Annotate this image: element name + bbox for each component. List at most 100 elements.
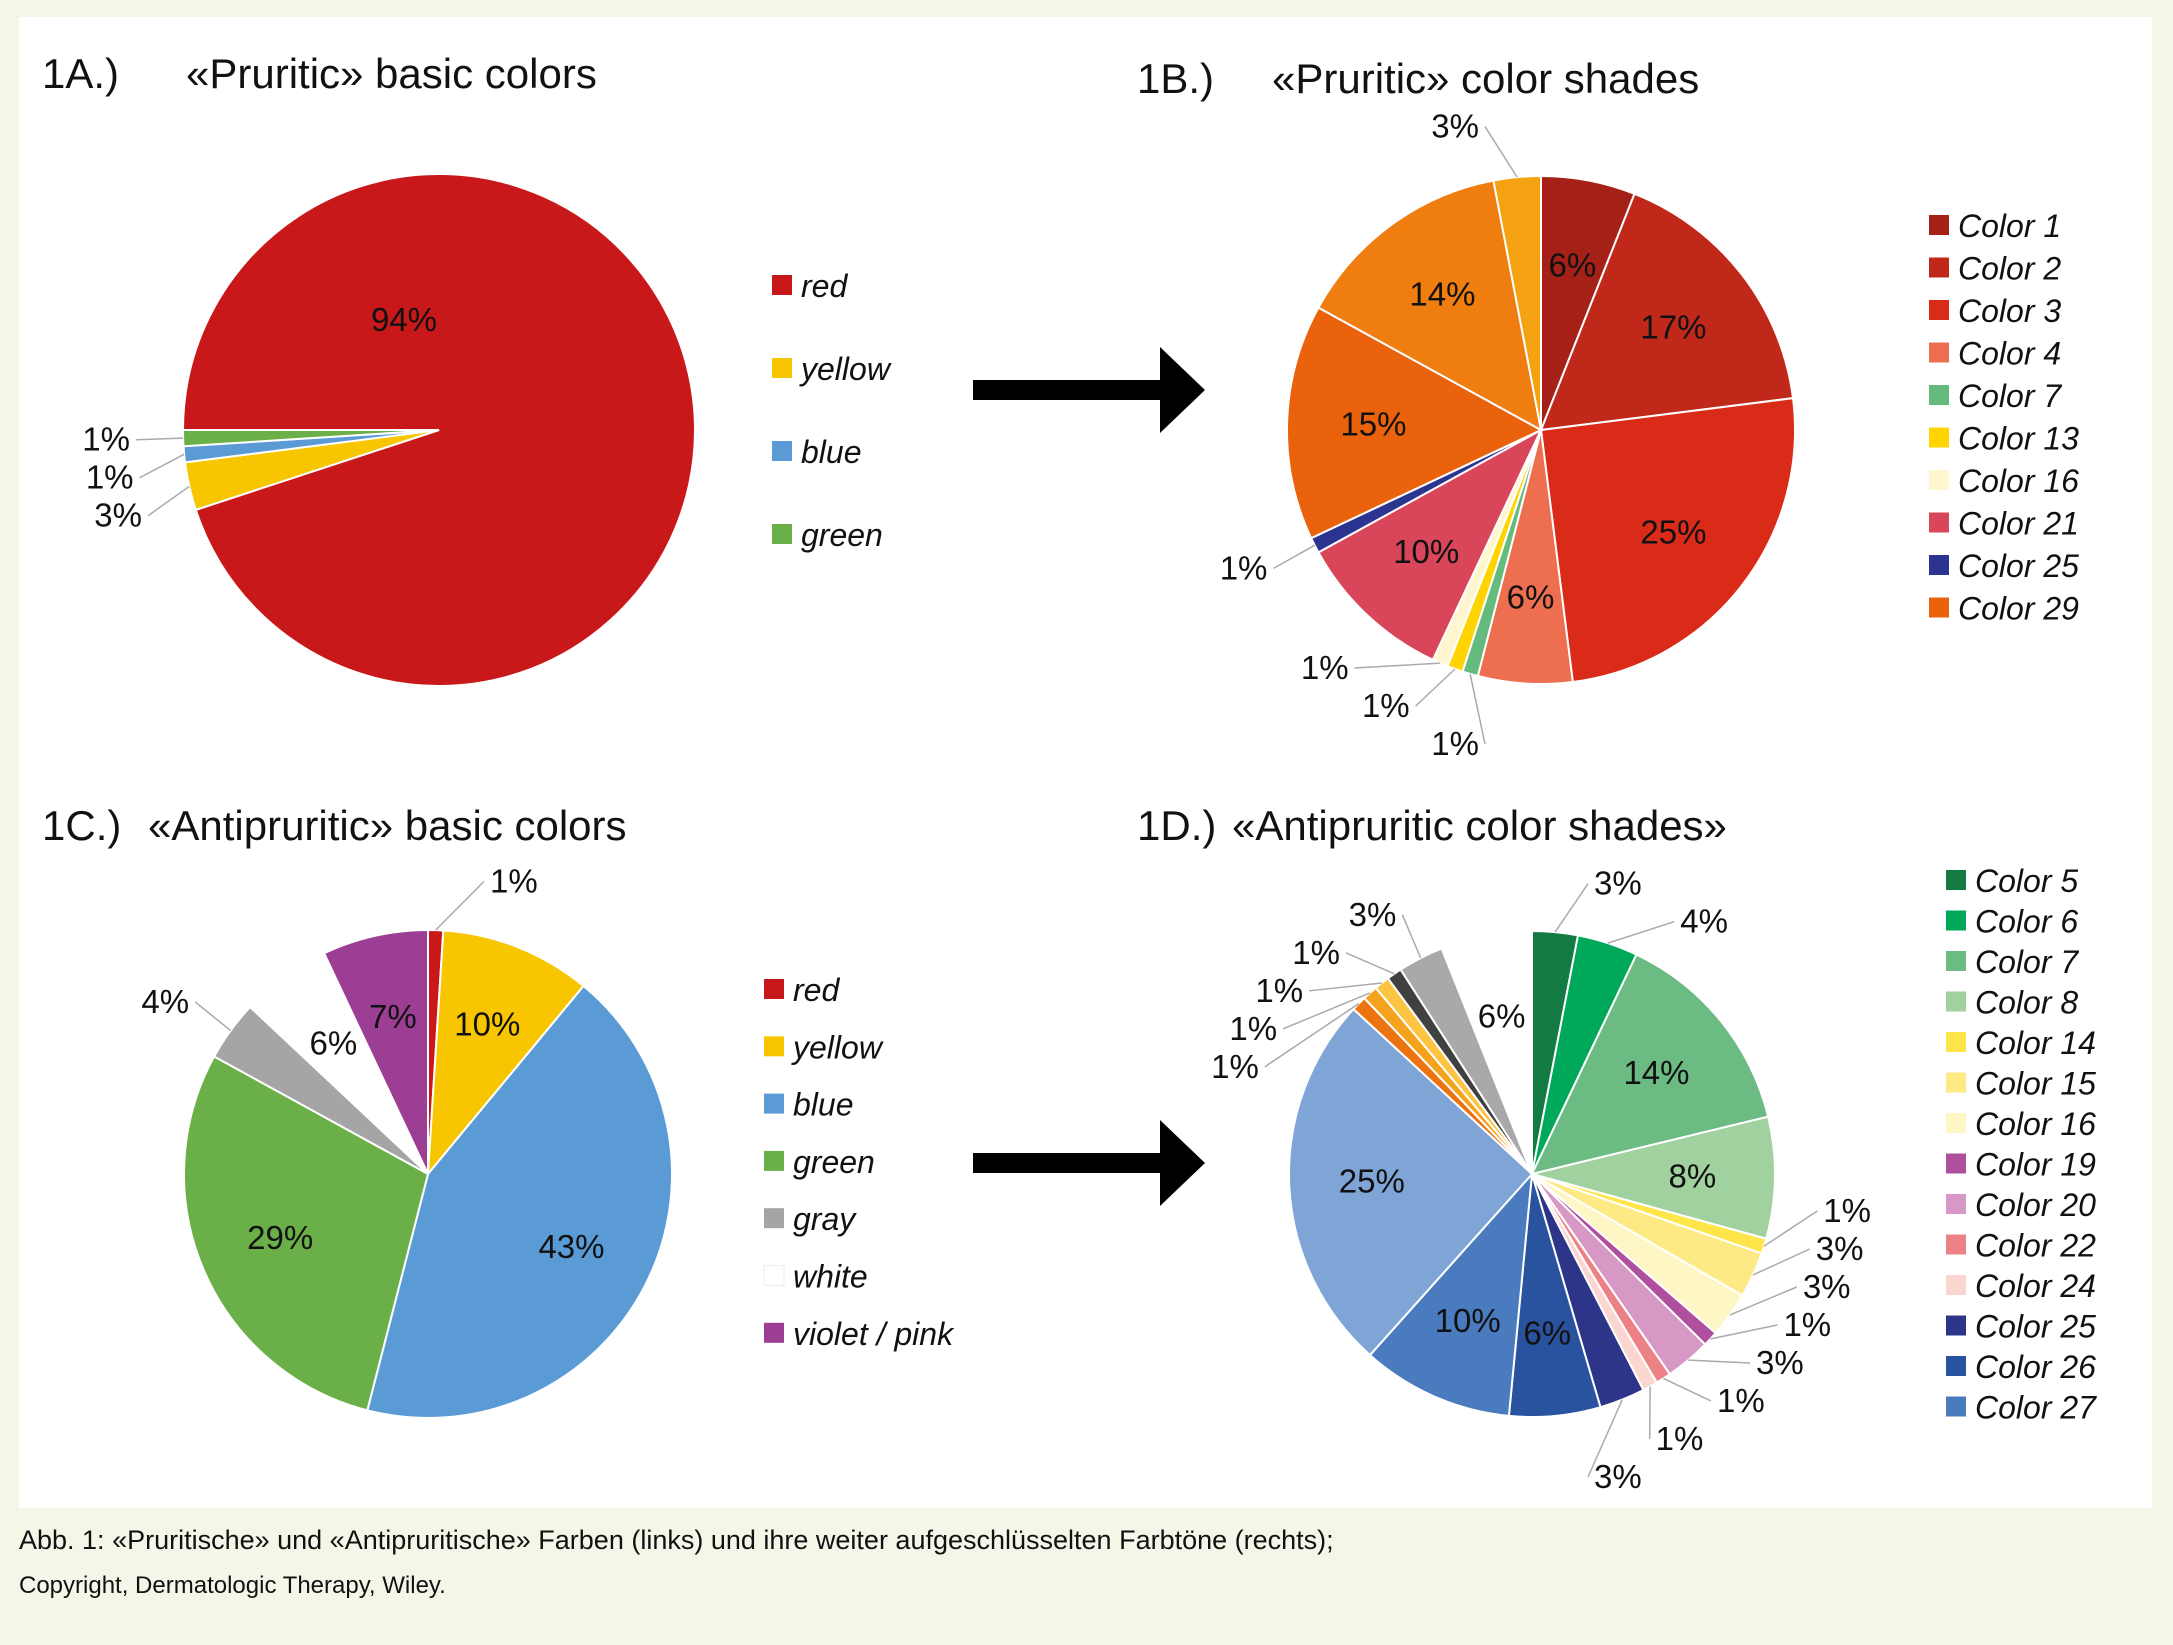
legend-swatch	[1929, 470, 1949, 490]
data-label: 15%	[1340, 406, 1406, 443]
legend-label: Color 7	[1975, 944, 2079, 980]
data-label: 10%	[1393, 533, 1459, 570]
leader-line	[1282, 992, 1371, 1030]
data-label: 10%	[454, 1005, 520, 1042]
legend-label: Color 16	[1958, 463, 2079, 499]
data-label: 3%	[1594, 865, 1642, 902]
pie-slice-color-29	[1286, 306, 1544, 540]
legend-item-yellow: yellow	[772, 351, 892, 387]
data-label: 3%	[1756, 1344, 1804, 1381]
legend-swatch	[1946, 1072, 1966, 1093]
pie-slice-yellow	[426, 929, 585, 1178]
legend-label: Color 20	[1975, 1187, 2096, 1223]
legend-swatch	[1946, 1153, 1966, 1174]
leader-line	[139, 453, 185, 479]
legend-label: Color 6	[1975, 904, 2078, 940]
legend-label: Color 25	[1958, 548, 2079, 584]
data-label: 3%	[94, 497, 142, 534]
legend-swatch	[764, 1093, 784, 1114]
legend-swatch	[772, 524, 792, 544]
legend-item-color-27: Color 27	[1946, 1390, 2097, 1426]
data-label: 1%	[1783, 1306, 1831, 1343]
data-label: 14%	[1623, 1054, 1689, 1091]
legend-item-color-22: Color 22	[1946, 1228, 2096, 1264]
pie-chart-1d: 14%8%6%10%25%6%3%1%1%1%1%3%4%1%3%3%1%3%1…	[1211, 865, 1871, 1495]
legend-label: Color 25	[1975, 1309, 2096, 1345]
legend-label: Color 7	[1958, 378, 2062, 414]
legend-1d: Color 5 Color 6 Color 7 Color 8 Color 14 Colo…	[1946, 863, 2097, 1426]
legend-item-color-8: Color 8	[1946, 985, 2078, 1021]
legend-label: Color 24	[1975, 1268, 2096, 1304]
data-label: 1%	[1301, 649, 1349, 686]
legend-swatch	[764, 1208, 784, 1229]
legend-label: blue	[793, 1087, 854, 1123]
chart-title-1c: «Antipruritic» basic colors	[148, 802, 627, 849]
pie-slice-unlabeled-11	[1492, 174, 1542, 431]
legend-item-color-4: Color 4	[1929, 336, 2061, 372]
legend-swatch	[1946, 1234, 1966, 1255]
legend-swatch	[764, 1036, 784, 1057]
leader-line	[135, 437, 184, 441]
pie-chart-1a: 94%1%1%3%	[82, 173, 696, 687]
legend-item-blue: blue	[764, 1087, 854, 1123]
data-label: 1%	[1431, 725, 1479, 762]
legend-label: Color 22	[1975, 1228, 2096, 1264]
data-label: 25%	[1640, 514, 1706, 551]
leader-line	[1354, 662, 1441, 669]
data-label: 3%	[1816, 1230, 1864, 1267]
legend-swatch	[1929, 342, 1949, 363]
legend-swatch	[1929, 597, 1949, 618]
pie-slice-color-2	[1539, 192, 1795, 432]
legend-item-color-25: Color 25	[1929, 548, 2079, 584]
leader-line	[1264, 1002, 1360, 1068]
legend-swatch	[772, 358, 792, 378]
legend-label: yellow	[799, 351, 892, 387]
pie-slice-color-8	[1528, 1115, 1776, 1240]
legend-item-white: white	[763, 1259, 868, 1295]
figure-copyright: Copyright, Dermatologic Therapy, Wiley.	[19, 1572, 446, 1599]
legend-item-color-7: Color 7	[1929, 378, 2062, 414]
panel-label-1a: 1A.)	[42, 50, 119, 97]
data-label: 29%	[247, 1219, 313, 1256]
legend-swatch	[1929, 512, 1949, 533]
data-label: 3%	[1431, 108, 1479, 145]
legend-label: green	[793, 1144, 875, 1180]
data-label: 25%	[1339, 1163, 1405, 1200]
legend-swatch	[1929, 215, 1949, 235]
pie-slice-color-7	[1530, 953, 1770, 1176]
data-label: 1%	[82, 421, 130, 458]
legend-label: blue	[801, 434, 862, 470]
legend-item-green: green	[764, 1144, 875, 1180]
legend-label: white	[793, 1259, 868, 1295]
legend-swatch	[1946, 1113, 1966, 1133]
legend-1a: red yellow blue green	[772, 268, 892, 553]
legend-swatch	[1946, 1275, 1966, 1295]
data-label: 94%	[371, 301, 437, 338]
legend-label: Color 8	[1975, 985, 2078, 1021]
legend-label: Color 26	[1975, 1349, 2096, 1385]
panel-label-1c: 1C.)	[42, 802, 121, 849]
data-label: 1%	[1292, 934, 1340, 971]
legend-item-color-20: Color 20	[1946, 1187, 2096, 1223]
leader-line	[1607, 921, 1675, 944]
legend-label: violet / pink	[793, 1316, 955, 1352]
leader-line	[1688, 1359, 1751, 1364]
leader-line	[1729, 1286, 1798, 1316]
chart-title-1d: «Antipruritic color shades»	[1232, 802, 1727, 849]
leader-line	[435, 880, 485, 931]
legend-item-color-1: Color 1	[1929, 208, 2061, 244]
legend-label: Color 29	[1958, 591, 2079, 627]
legend-swatch	[763, 1265, 785, 1286]
pie-slice-color-27	[1368, 1171, 1534, 1417]
leader-line	[1484, 126, 1518, 178]
pie-chart-1c: 10% 43% 29% 6% 7% 4% 1%	[141, 862, 673, 1419]
pie-slice-violet-pink	[322, 928, 429, 1175]
data-label: 10%	[1435, 1302, 1501, 1339]
legend-swatch	[1946, 1032, 1966, 1052]
legend-swatch	[764, 1150, 784, 1171]
legend-item-color-26: Color 26	[1946, 1349, 2096, 1385]
data-label: 43%	[538, 1228, 604, 1265]
legend-label: Color 16	[1975, 1106, 2096, 1142]
legend-label: Color 4	[1958, 336, 2061, 372]
